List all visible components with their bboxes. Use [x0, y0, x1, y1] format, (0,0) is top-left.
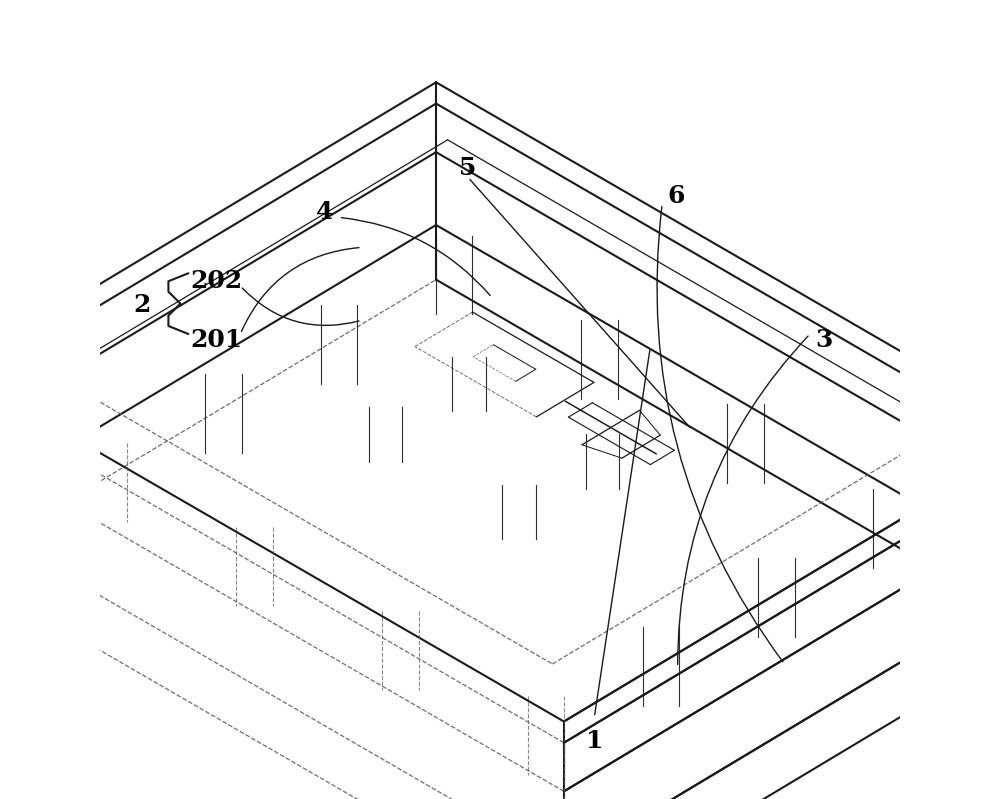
Text: 5: 5 [459, 156, 477, 180]
Text: 202: 202 [190, 269, 242, 293]
Text: 1: 1 [586, 729, 603, 753]
Text: 4: 4 [316, 200, 333, 224]
Text: 2: 2 [133, 293, 151, 317]
Text: 6: 6 [667, 184, 684, 208]
Text: 3: 3 [815, 328, 832, 352]
Text: 201: 201 [190, 328, 242, 352]
